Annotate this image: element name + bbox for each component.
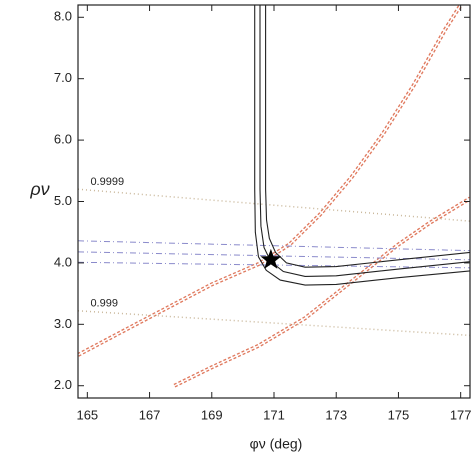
curve	[78, 251, 470, 261]
best-fit-marker	[260, 248, 282, 269]
x-tick-label: 165	[76, 407, 98, 422]
curve-gap	[78, 5, 462, 356]
curve	[173, 196, 470, 388]
y-tick-label: 5.0	[54, 193, 72, 208]
y-tick-label: 8.0	[54, 9, 72, 24]
curve	[259, 5, 470, 277]
curve-gap	[174, 197, 470, 387]
y-tick-label: 4.0	[54, 254, 72, 269]
curve	[78, 188, 470, 222]
curve	[254, 5, 470, 286]
y-tick-label: 7.0	[54, 70, 72, 85]
x-tick-label: 177	[450, 407, 472, 422]
annotation: 0.999	[90, 297, 118, 309]
y-tick-label: 3.0	[54, 316, 72, 331]
plot-frame	[77, 4, 471, 399]
x-tick-label: 175	[388, 407, 410, 422]
x-tick-label: 169	[201, 407, 223, 422]
x-axis-label: φν (deg)	[250, 436, 303, 452]
annotation: 0.9999	[90, 176, 124, 188]
y-tick-label: 6.0	[54, 132, 72, 147]
x-tick-label: 173	[325, 407, 347, 422]
y-tick-label: 2.0	[54, 377, 72, 392]
curve	[78, 310, 470, 337]
y-axis-label: ρν	[29, 179, 49, 199]
x-tick-label: 171	[263, 407, 285, 422]
x-tick-label: 167	[139, 407, 161, 422]
curve	[265, 5, 470, 268]
curve	[78, 240, 470, 252]
curve	[78, 5, 463, 357]
